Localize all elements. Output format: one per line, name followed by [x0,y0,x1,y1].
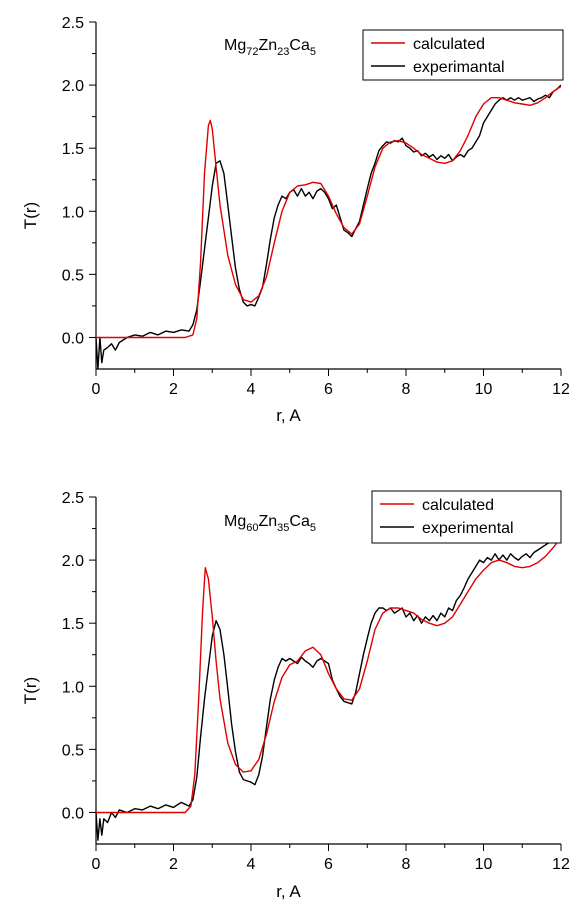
series-line-calculated [96,536,561,814]
x-tick-label: 4 [247,381,256,398]
y-tick-label: 0.5 [62,742,84,759]
y-tick-label: 1.5 [62,141,84,158]
x-tick-label: 0 [92,381,101,398]
series-line-experimental [96,534,561,841]
y-tick-label: 1.0 [62,679,84,696]
x-tick-label: 10 [475,856,493,873]
x-tick-label: 4 [247,856,256,873]
x-axis-label: r, A [276,406,301,425]
series-line-calculated [96,85,561,339]
y-tick-label: 1.5 [62,616,84,633]
composition-annotation: Mg72Zn23Ca5 [224,37,316,58]
composition-annotation: Mg60Zn35Ca5 [224,513,316,534]
x-tick-label: 12 [552,381,570,398]
y-tick-label: 2.0 [62,78,84,95]
legend-label-experimantal: experimantal [413,59,505,76]
x-tick-label: 0 [92,856,101,873]
legend: calculated experimental [371,490,562,544]
series-line-experimantal [96,84,561,369]
x-tick-label: 12 [552,856,570,873]
y-axis-label: T(r) [21,202,40,229]
x-tick-label: 8 [402,381,411,398]
x-tick-label: 2 [169,856,178,873]
legend-box [362,29,564,81]
chart-panel-1: 0 2 4 6 8 10 12 0.0 0.5 1.0 1.5 2.0 2.5 r, A T(r) Mg72Z… [21,15,570,425]
x-tick-label: 10 [475,381,493,398]
y-axis-label: T(r) [21,677,40,704]
legend: calculated experimantal [362,29,564,81]
y-tick-label: 2.5 [62,490,84,507]
y-tick-label: 2.5 [62,15,84,32]
x-tick-label: 6 [324,381,333,398]
y-tick-label: 0.0 [62,330,84,347]
legend-label-experimental: experimental [422,520,514,537]
x-tick-label: 8 [402,856,411,873]
legend-label-calculated: calculated [422,497,494,514]
y-tick-label: 0.5 [62,267,84,284]
y-tick-label: 1.0 [62,204,84,221]
chart-panel-2: 0 2 4 6 8 10 12 0.0 0.5 1.0 1.5 2.0 2.5 r, A T(r) Mg60Z… [21,490,570,901]
legend-box [371,490,562,544]
x-tick-label: 2 [169,381,178,398]
legend-label-calculated: calculated [413,36,485,53]
x-axis-label: r, A [276,882,301,901]
y-tick-label: 0.0 [62,805,84,822]
x-tick-label: 6 [324,856,333,873]
y-tick-label: 2.0 [62,553,84,570]
